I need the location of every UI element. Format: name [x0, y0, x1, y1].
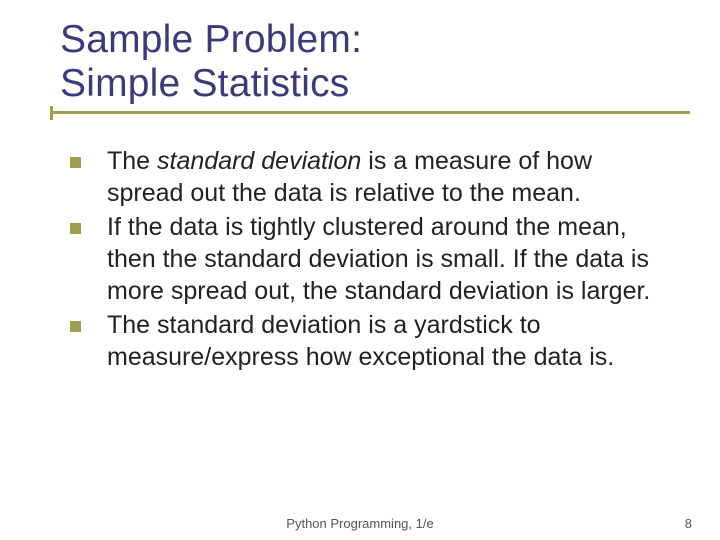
- bullet-text-pre: The standard deviation is a yardstick to…: [107, 311, 614, 371]
- footer-page-number: 8: [685, 516, 692, 531]
- title-line-1: Sample Problem:: [60, 18, 362, 61]
- bullet-text: The standard deviation is a yardstick to…: [107, 309, 670, 373]
- slide: Sample Problem: Simple Statistics The st…: [0, 0, 720, 540]
- slide-title: Sample Problem: Simple Statistics: [60, 18, 680, 105]
- title-underline: [60, 111, 680, 121]
- slide-body: The standard deviation is a measure of h…: [60, 145, 680, 373]
- bullet-text-italic: standard deviation: [157, 147, 361, 175]
- bullet-item: If the data is tightly clustered around …: [70, 211, 670, 307]
- title-line-2: Simple Statistics: [60, 62, 349, 105]
- bullet-text-pre: If the data is tightly clustered around …: [107, 213, 650, 305]
- bullet-text-pre: The: [107, 147, 157, 175]
- square-bullet-icon: [70, 321, 81, 332]
- square-bullet-icon: [70, 223, 81, 234]
- bullet-text: If the data is tightly clustered around …: [107, 211, 670, 307]
- square-bullet-icon: [70, 157, 81, 168]
- bullet-item: The standard deviation is a yardstick to…: [70, 309, 670, 373]
- bullet-item: The standard deviation is a measure of h…: [70, 145, 670, 209]
- title-rule-line: [50, 111, 690, 114]
- bullet-text: The standard deviation is a measure of h…: [107, 145, 670, 209]
- footer-source: Python Programming, 1/e: [286, 516, 433, 531]
